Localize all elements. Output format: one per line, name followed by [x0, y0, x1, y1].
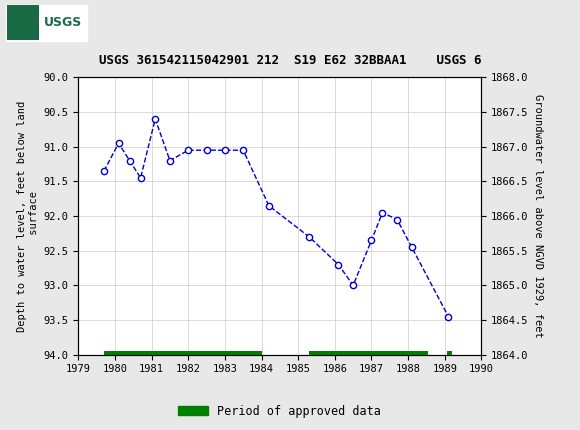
Bar	[447, 350, 452, 355]
Y-axis label: Depth to water level, feet below land
 surface: Depth to water level, feet below land su…	[17, 101, 39, 332]
Text: USGS: USGS	[44, 16, 82, 29]
Text: USGS 361542115042901 212  S19 E62 32BBAA1    USGS 6: USGS 361542115042901 212 S19 E62 32BBAA1…	[99, 54, 481, 67]
Bar	[309, 350, 428, 355]
FancyBboxPatch shape	[7, 6, 39, 40]
FancyBboxPatch shape	[6, 4, 87, 41]
Legend: Period of approved data: Period of approved data	[174, 400, 386, 422]
Y-axis label: Groundwater level above NGVD 1929, feet: Groundwater level above NGVD 1929, feet	[533, 94, 543, 338]
Bar	[104, 350, 262, 355]
